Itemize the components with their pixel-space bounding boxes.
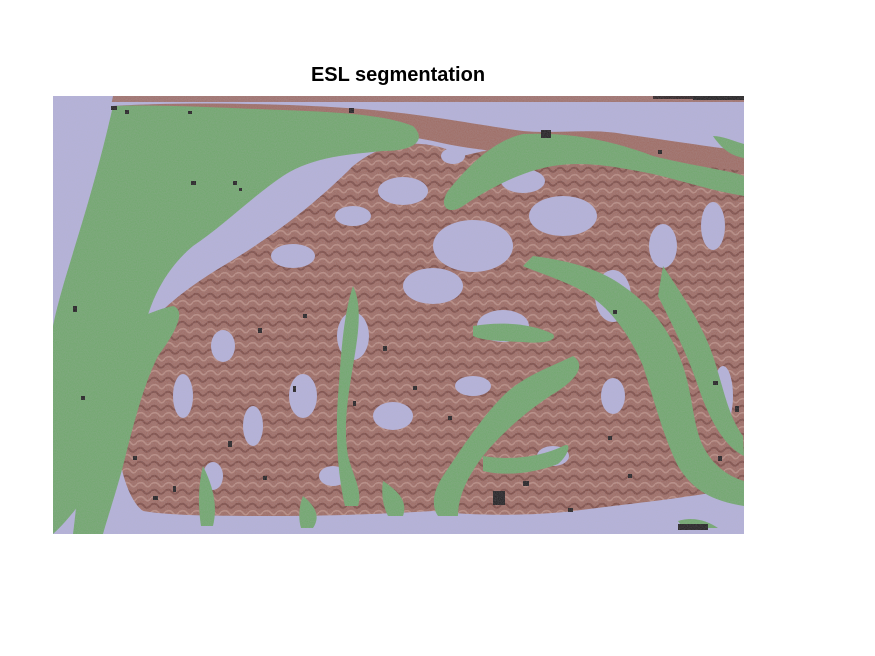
segmentation-image bbox=[53, 96, 744, 534]
figure-title: ESL segmentation bbox=[310, 64, 486, 86]
grain-overlay bbox=[53, 96, 744, 534]
